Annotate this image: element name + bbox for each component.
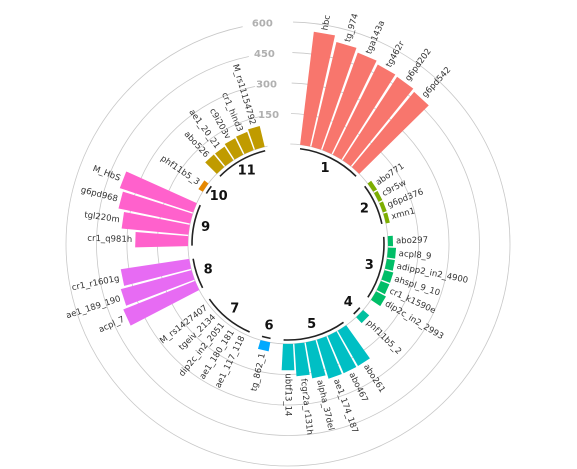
group-label-9: 9 — [201, 220, 210, 235]
group-labels: 1 2 3 4 5 6 7 8 9 10 11 — [201, 161, 374, 333]
bar-acpl_7 — [123, 280, 200, 326]
group-lines — [191, 147, 385, 341]
group-line-7 — [208, 298, 250, 333]
bar-label: g6pd542 — [420, 65, 453, 100]
bar-label: g6pd968 — [80, 185, 119, 204]
bar-alpha_37del — [305, 340, 326, 379]
bar-abo297 — [387, 235, 394, 247]
group-line-11 — [219, 149, 266, 177]
bar-M_HbS — [119, 171, 197, 213]
bar-tga143a — [322, 52, 377, 154]
group-line-4 — [353, 307, 361, 315]
group-line-9 — [191, 204, 201, 246]
grid-arc-0 — [187, 143, 389, 345]
bar-tg462r — [332, 64, 396, 160]
y-tick-label: 600 — [252, 19, 273, 30]
group-line-3 — [367, 236, 385, 298]
bar-abo467 — [327, 331, 357, 374]
bar-label: tgl220m — [84, 210, 121, 225]
bars — [118, 31, 429, 379]
group-label-7: 7 — [230, 302, 239, 317]
bar-cr1_q981h — [135, 231, 189, 248]
bar-g6pd968 — [118, 191, 193, 224]
group-label-8: 8 — [204, 262, 213, 277]
grid-arc-450 — [96, 52, 480, 436]
group-line-5 — [283, 321, 344, 341]
bar-g6pd202 — [342, 76, 414, 167]
bar-label: ae1_189_190 — [65, 294, 122, 321]
bar-M_rs11154792 — [248, 125, 265, 150]
bar-cr1_hind3 — [236, 131, 254, 154]
bar-label: acpl_7 — [97, 315, 126, 335]
bar-label: ubtf13_14 — [283, 373, 293, 416]
bar-label: tga143a — [364, 19, 387, 55]
bar-label: cr1_q981h — [87, 234, 132, 245]
bar-label: g6pd202 — [403, 47, 433, 83]
bar-tg_862_1 — [257, 340, 271, 352]
bar-label: xmn1 — [390, 206, 416, 222]
bar-xmn1 — [383, 212, 390, 224]
bar-abo771 — [367, 180, 378, 192]
bar-ahspl_9_10 — [381, 270, 394, 283]
group-label-2: 2 — [360, 202, 369, 217]
group-line-8 — [192, 258, 204, 289]
bar-cr1_r1601g — [120, 258, 192, 286]
bar-hbc — [300, 31, 336, 147]
grid-arc-600 — [65, 21, 511, 467]
bar-label: abo467 — [346, 371, 369, 404]
bar-label: alpha_37del — [314, 379, 335, 432]
bar-c9r5w — [373, 190, 383, 202]
bar-ae1_20_21 — [215, 146, 234, 167]
bar-tg_974 — [311, 41, 357, 150]
bar-g6pd542 — [351, 91, 429, 174]
bar-c9i203v — [224, 138, 244, 160]
bar-label: hbc — [321, 14, 334, 31]
bar-phf11b5_3 — [198, 180, 209, 192]
group-line-6 — [261, 335, 271, 340]
bar-adipp2_in2_4900 — [384, 258, 395, 271]
bar-phf11b5_2 — [356, 310, 370, 324]
bar-acpl8_9 — [387, 247, 397, 259]
bar-abo261 — [337, 325, 370, 367]
bar-label: abo297 — [396, 236, 428, 247]
group-line-10 — [205, 185, 212, 194]
bar-abo526 — [205, 154, 225, 174]
bar-cr1_k1590e — [376, 280, 390, 295]
bar-label: phf11b5_3 — [158, 154, 201, 188]
bar-label: fcgr2a_r131h — [298, 378, 314, 435]
bar-label: tg_974 — [343, 12, 361, 43]
bar-dip2c_in2_2993 — [370, 291, 386, 307]
bar-label: phf11b5_2 — [364, 318, 403, 357]
group-label-1: 1 — [321, 161, 330, 176]
bar-ae1_189_190 — [120, 270, 195, 306]
bar-label: M_HbS — [91, 164, 121, 184]
y-tick-label: 150 — [258, 110, 279, 121]
group-line-2 — [364, 185, 383, 225]
group-line-1 — [299, 147, 357, 177]
bar-ae1_174_187 — [316, 336, 342, 379]
bar-tgl220m — [121, 211, 190, 235]
group-label-6: 6 — [264, 318, 273, 333]
bar-fcgr2a_r131h — [294, 342, 310, 377]
grid-arcs — [65, 21, 511, 467]
group-label-5: 5 — [307, 317, 316, 332]
group-label-11: 11 — [238, 163, 256, 178]
bar-label: acpl8_9 — [398, 249, 431, 262]
y-tick-label: 300 — [256, 79, 277, 90]
y-tick-label: 450 — [254, 49, 275, 60]
group-label-10: 10 — [210, 189, 228, 204]
bar-g6pd376 — [379, 201, 387, 213]
group-label-3: 3 — [365, 258, 374, 273]
bar-ubtf13_14 — [281, 343, 295, 371]
bar-label: cr1_r1601g — [71, 274, 120, 293]
y-tick-labels: 150 300 450 600 — [252, 19, 279, 121]
group-label-4: 4 — [344, 295, 353, 310]
